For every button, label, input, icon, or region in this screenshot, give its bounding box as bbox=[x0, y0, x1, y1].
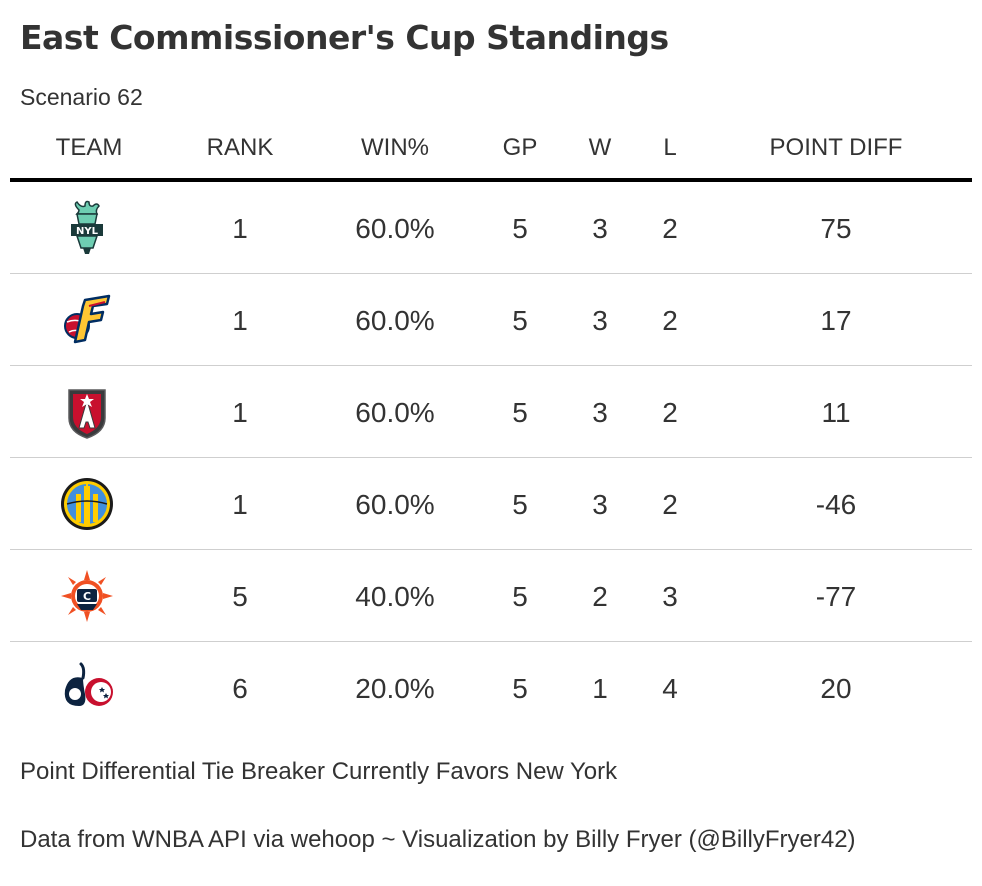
w-cell: 3 bbox=[592, 397, 608, 428]
source-credit: Data from WNBA API via wehoop ~ Visualiz… bbox=[20, 826, 856, 853]
rank-cell: 1 bbox=[232, 305, 248, 336]
w-cell: 2 bbox=[592, 581, 608, 612]
point-diff-cell: 11 bbox=[821, 397, 851, 428]
washington-mystics-logo-icon bbox=[64, 662, 113, 706]
gp-cell: 5 bbox=[512, 397, 528, 428]
column-header-w: W bbox=[588, 134, 612, 161]
point-diff-cell: 20 bbox=[820, 673, 852, 704]
table-row: C 5 40.0% 5 2 3 -77 bbox=[10, 550, 972, 642]
rank-cell: 1 bbox=[232, 397, 248, 428]
l-cell: 2 bbox=[662, 489, 678, 520]
svg-text:C: C bbox=[83, 590, 91, 603]
gp-cell: 5 bbox=[512, 673, 528, 704]
w-cell: 3 bbox=[592, 213, 608, 244]
indiana-fever-logo-icon bbox=[64, 294, 111, 344]
win-pct-cell: 40.0% bbox=[355, 581, 435, 612]
rank-cell: 1 bbox=[232, 213, 248, 244]
column-header-point-diff: POINT DIFF bbox=[769, 134, 903, 161]
gp-cell: 5 bbox=[512, 581, 528, 612]
point-diff-cell: 75 bbox=[820, 213, 852, 244]
l-cell: 2 bbox=[662, 213, 678, 244]
point-diff-cell: -46 bbox=[815, 489, 857, 520]
table-row: NYL 1 60.0% 5 3 2 75 bbox=[10, 182, 972, 274]
gp-cell: 5 bbox=[512, 305, 528, 336]
rank-cell: 1 bbox=[232, 489, 248, 520]
standings-table: TEAM RANK WIN% GP W L POINT DIFF NYL 1 6… bbox=[10, 124, 972, 733]
chicago-sky-logo-icon bbox=[61, 478, 113, 530]
l-cell: 2 bbox=[662, 305, 678, 336]
w-cell: 3 bbox=[592, 489, 608, 520]
win-pct-cell: 60.0% bbox=[355, 213, 435, 244]
win-pct-cell: 20.0% bbox=[355, 673, 435, 704]
page-title: East Commissioner's Cup Standings bbox=[20, 18, 669, 57]
point-diff-cell: 17 bbox=[820, 305, 852, 336]
table-header: TEAM RANK WIN% GP W L POINT DIFF bbox=[10, 124, 972, 182]
column-header-rank: RANK bbox=[206, 134, 274, 161]
table-row: 1 60.0% 5 3 2 11 bbox=[10, 366, 972, 458]
column-header-l: L bbox=[663, 134, 677, 161]
atlanta-dream-logo-icon bbox=[68, 389, 106, 439]
column-header-win-pct: WIN% bbox=[361, 134, 429, 161]
gp-cell: 5 bbox=[512, 213, 528, 244]
table-row: 1 60.0% 5 3 2 -46 bbox=[10, 458, 972, 550]
w-cell: 1 bbox=[592, 673, 608, 704]
l-cell: 2 bbox=[662, 397, 678, 428]
l-cell: 3 bbox=[662, 581, 678, 612]
win-pct-cell: 60.0% bbox=[355, 489, 435, 520]
rank-cell: 6 bbox=[232, 673, 248, 704]
win-pct-cell: 60.0% bbox=[355, 305, 435, 336]
w-cell: 3 bbox=[592, 305, 608, 336]
gp-cell: 5 bbox=[512, 489, 528, 520]
svg-text:NYL: NYL bbox=[76, 226, 99, 237]
column-header-gp: GP bbox=[502, 134, 538, 161]
win-pct-cell: 60.0% bbox=[355, 397, 435, 428]
table-row: 6 20.0% 5 1 4 20 bbox=[10, 642, 972, 733]
new-york-liberty-logo-icon: NYL bbox=[71, 200, 103, 254]
tiebreaker-note: Point Differential Tie Breaker Currently… bbox=[20, 758, 618, 785]
connecticut-sun-logo-icon: C bbox=[61, 570, 113, 622]
l-cell: 4 bbox=[662, 673, 678, 704]
table-row: 1 60.0% 5 3 2 17 bbox=[10, 274, 972, 366]
page-subtitle: Scenario 62 bbox=[20, 84, 143, 110]
rank-cell: 5 bbox=[232, 581, 248, 612]
point-diff-cell: -77 bbox=[815, 581, 857, 612]
column-header-team: TEAM bbox=[55, 134, 123, 161]
